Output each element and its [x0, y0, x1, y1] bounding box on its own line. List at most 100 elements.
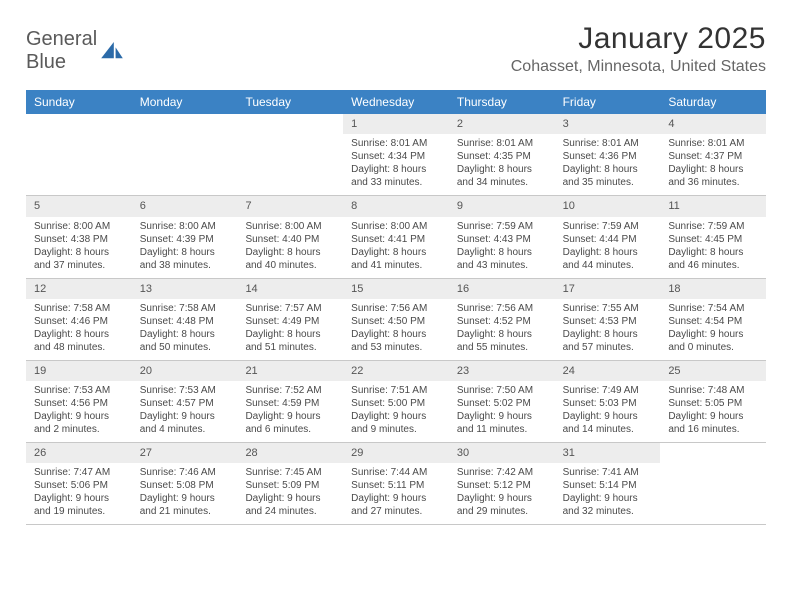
week-row: 5Sunrise: 8:00 AMSunset: 4:38 PMDaylight…: [26, 196, 766, 278]
day-cell: 9Sunrise: 7:59 AMSunset: 4:43 PMDaylight…: [449, 196, 555, 277]
week-row: 1Sunrise: 8:01 AMSunset: 4:34 PMDaylight…: [26, 114, 766, 196]
day-cell: 22Sunrise: 7:51 AMSunset: 5:00 PMDayligh…: [343, 361, 449, 442]
day-content: Sunrise: 7:50 AMSunset: 5:02 PMDaylight:…: [449, 381, 555, 442]
day-number: 7: [237, 196, 343, 216]
brand-name-2: Blue: [26, 51, 66, 73]
day-number: 30: [449, 443, 555, 463]
day-cell: 6Sunrise: 8:00 AMSunset: 4:39 PMDaylight…: [132, 196, 238, 277]
daylight-line: Daylight: 8 hours and 37 minutes.: [34, 246, 124, 272]
sunset-line: Sunset: 4:49 PM: [245, 315, 335, 328]
daylight-line: Daylight: 8 hours and 44 minutes.: [563, 246, 653, 272]
day-cell: 2Sunrise: 8:01 AMSunset: 4:35 PMDaylight…: [449, 114, 555, 195]
daylight-line: Daylight: 9 hours and 11 minutes.: [457, 410, 547, 436]
week-row: 26Sunrise: 7:47 AMSunset: 5:06 PMDayligh…: [26, 443, 766, 525]
day-number: 17: [555, 279, 661, 299]
day-number: 24: [555, 361, 661, 381]
day-number: 18: [660, 279, 766, 299]
sunrise-line: Sunrise: 7:53 AM: [34, 384, 124, 397]
sunset-line: Sunset: 4:59 PM: [245, 397, 335, 410]
day-number: 2: [449, 114, 555, 134]
daylight-line: Daylight: 8 hours and 57 minutes.: [563, 328, 653, 354]
location-label: Cohasset, Minnesota, United States: [511, 58, 766, 76]
sunrise-line: Sunrise: 7:55 AM: [563, 302, 653, 315]
sunrise-line: Sunrise: 7:45 AM: [245, 466, 335, 479]
sail-icon: [101, 42, 123, 60]
day-number: 16: [449, 279, 555, 299]
day-cell: 30Sunrise: 7:42 AMSunset: 5:12 PMDayligh…: [449, 443, 555, 524]
sunrise-line: Sunrise: 7:58 AM: [34, 302, 124, 315]
sunrise-line: Sunrise: 8:00 AM: [34, 220, 124, 233]
day-cell: 21Sunrise: 7:52 AMSunset: 4:59 PMDayligh…: [237, 361, 343, 442]
daylight-line: Daylight: 9 hours and 29 minutes.: [457, 492, 547, 518]
calendar-grid: 1Sunrise: 8:01 AMSunset: 4:34 PMDaylight…: [26, 114, 766, 525]
day-number: 14: [237, 279, 343, 299]
day-content: Sunrise: 8:01 AMSunset: 4:34 PMDaylight:…: [343, 134, 449, 195]
day-cell: 10Sunrise: 7:59 AMSunset: 4:44 PMDayligh…: [555, 196, 661, 277]
sunset-line: Sunset: 5:02 PM: [457, 397, 547, 410]
day-number: 29: [343, 443, 449, 463]
day-number: 9: [449, 196, 555, 216]
daylight-line: Daylight: 8 hours and 53 minutes.: [351, 328, 441, 354]
sunset-line: Sunset: 4:37 PM: [668, 150, 758, 163]
day-cell: 16Sunrise: 7:56 AMSunset: 4:52 PMDayligh…: [449, 279, 555, 360]
day-content: Sunrise: 7:44 AMSunset: 5:11 PMDaylight:…: [343, 463, 449, 524]
day-cell: 7Sunrise: 8:00 AMSunset: 4:40 PMDaylight…: [237, 196, 343, 277]
day-number: 26: [26, 443, 132, 463]
daylight-line: Daylight: 8 hours and 36 minutes.: [668, 163, 758, 189]
day-of-week-header: Tuesday: [237, 90, 343, 114]
day-content: Sunrise: 7:59 AMSunset: 4:43 PMDaylight:…: [449, 217, 555, 278]
sunrise-line: Sunrise: 7:59 AM: [563, 220, 653, 233]
day-cell: 26Sunrise: 7:47 AMSunset: 5:06 PMDayligh…: [26, 443, 132, 524]
day-content: Sunrise: 7:45 AMSunset: 5:09 PMDaylight:…: [237, 463, 343, 524]
daylight-line: Daylight: 9 hours and 6 minutes.: [245, 410, 335, 436]
day-cell: 17 Sunrise: 7:55 AMSunset: 4:53 PMDayligh…: [555, 279, 661, 360]
day-cell: 29Sunrise: 7:44 AMSunset: 5:11 PMDayligh…: [343, 443, 449, 524]
daylight-line: Daylight: 9 hours and 21 minutes.: [140, 492, 230, 518]
day-of-week-header: Saturday: [660, 90, 766, 114]
sunrise-line: Sunrise: 8:01 AM: [351, 137, 441, 150]
day-cell: 25Sunrise: 7:48 AMSunset: 5:05 PMDayligh…: [660, 361, 766, 442]
day-number: 21: [237, 361, 343, 381]
day-number: 28: [237, 443, 343, 463]
day-cell: 11Sunrise: 7:59 AMSunset: 4:45 PMDayligh…: [660, 196, 766, 277]
sunset-line: Sunset: 4:44 PM: [563, 233, 653, 246]
sunrise-line: Sunrise: 7:57 AM: [245, 302, 335, 315]
sunset-line: Sunset: 5:12 PM: [457, 479, 547, 492]
daylight-line: Daylight: 8 hours and 46 minutes.: [668, 246, 758, 272]
daylight-line: Daylight: 8 hours and 35 minutes.: [563, 163, 653, 189]
sunset-line: Sunset: 4:54 PM: [668, 315, 758, 328]
day-number: 19: [26, 361, 132, 381]
day-cell: 24Sunrise: 7:49 AMSunset: 5:03 PMDayligh…: [555, 361, 661, 442]
day-content: Sunrise: 7:53 AMSunset: 4:56 PMDaylight:…: [26, 381, 132, 442]
day-number: 5: [26, 196, 132, 216]
sunset-line: Sunset: 5:06 PM: [34, 479, 124, 492]
sunset-line: Sunset: 4:53 PM: [563, 315, 653, 328]
sunset-line: Sunset: 4:36 PM: [563, 150, 653, 163]
day-content: Sunrise: 8:00 AMSunset: 4:38 PMDaylight:…: [26, 217, 132, 278]
sunset-line: Sunset: 4:45 PM: [668, 233, 758, 246]
day-cell: 15Sunrise: 7:56 AMSunset: 4:50 PMDayligh…: [343, 279, 449, 360]
sunrise-line: Sunrise: 7:54 AM: [668, 302, 758, 315]
daylight-line: Daylight: 8 hours and 48 minutes.: [34, 328, 124, 354]
day-cell: 1Sunrise: 8:01 AMSunset: 4:34 PMDaylight…: [343, 114, 449, 195]
day-content: Sunrise: 7:56 AMSunset: 4:50 PMDaylight:…: [343, 299, 449, 360]
day-content: Sunrise: 8:01 AMSunset: 4:35 PMDaylight:…: [449, 134, 555, 195]
day-content: Sunrise: 7:56 AMSunset: 4:52 PMDaylight:…: [449, 299, 555, 360]
sunset-line: Sunset: 4:38 PM: [34, 233, 124, 246]
day-content: Sunrise: 7:52 AMSunset: 4:59 PMDaylight:…: [237, 381, 343, 442]
day-content: Sunrise: 7:49 AMSunset: 5:03 PMDaylight:…: [555, 381, 661, 442]
sunrise-line: Sunrise: 7:52 AM: [245, 384, 335, 397]
day-cell: 20Sunrise: 7:53 AMSunset: 4:57 PMDayligh…: [132, 361, 238, 442]
sunrise-line: Sunrise: 7:56 AM: [351, 302, 441, 315]
sunrise-line: Sunrise: 7:50 AM: [457, 384, 547, 397]
sunset-line: Sunset: 4:48 PM: [140, 315, 230, 328]
day-cell: 27Sunrise: 7:46 AMSunset: 5:08 PMDayligh…: [132, 443, 238, 524]
day-content: Sunrise: 7:57 AMSunset: 4:49 PMDaylight:…: [237, 299, 343, 360]
day-cell: [26, 114, 132, 195]
daylight-line: Daylight: 9 hours and 16 minutes.: [668, 410, 758, 436]
sunset-line: Sunset: 4:56 PM: [34, 397, 124, 410]
day-number: 15: [343, 279, 449, 299]
day-number: 4: [660, 114, 766, 134]
day-cell: 18Sunrise: 7:54 AMSunset: 4:54 PMDayligh…: [660, 279, 766, 360]
day-content: Sunrise: 7:59 AMSunset: 4:45 PMDaylight:…: [660, 217, 766, 278]
